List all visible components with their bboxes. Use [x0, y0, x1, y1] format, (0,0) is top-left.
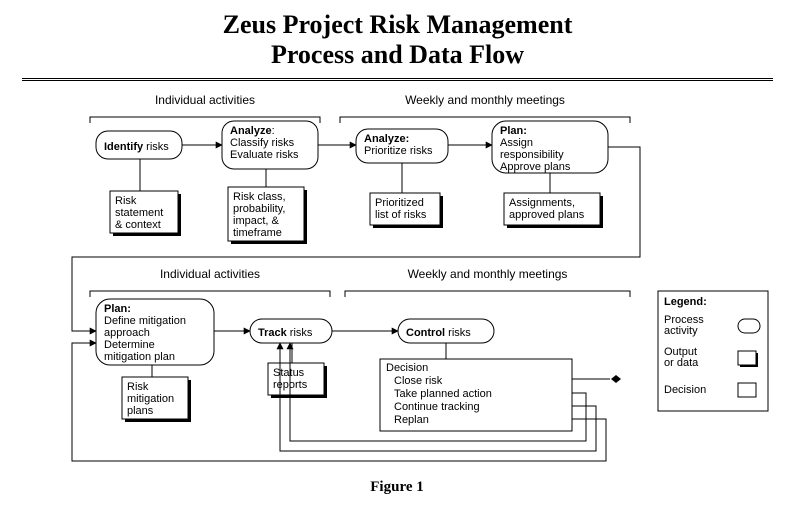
svg-text:Decision: Decision — [386, 362, 428, 374]
svg-text:Individual activities: Individual activities — [160, 267, 260, 281]
page-title: Zeus Project Risk Management Process and… — [0, 0, 795, 70]
svg-text:timeframe: timeframe — [233, 227, 282, 239]
svg-text:responsibility: responsibility — [500, 149, 564, 161]
svg-text:Evaluate risks: Evaluate risks — [230, 149, 299, 161]
svg-text:approach: approach — [104, 327, 150, 339]
svg-text:Status: Status — [273, 367, 305, 379]
svg-text:Determine: Determine — [104, 339, 155, 351]
svg-text:list of risks: list of risks — [375, 209, 427, 221]
svg-text:Define mitigation: Define mitigation — [104, 315, 186, 327]
svg-text:Analyze:: Analyze: — [364, 133, 409, 145]
svg-text:Close risk: Close risk — [394, 375, 443, 387]
svg-text:& context: & context — [115, 219, 161, 231]
title-line2: Process and Data Flow — [271, 40, 524, 69]
svg-text:Assignments,: Assignments, — [509, 197, 575, 209]
svg-text:Take planned action: Take planned action — [394, 388, 492, 400]
svg-text:probability,: probability, — [233, 203, 285, 215]
title-line1: Zeus Project Risk Management — [223, 10, 573, 39]
svg-text:Continue tracking: Continue tracking — [394, 401, 480, 413]
svg-text:Classify risks: Classify risks — [230, 137, 295, 149]
svg-text:activity: activity — [664, 325, 698, 337]
svg-text:Assign: Assign — [500, 137, 533, 149]
flow-diagram: Individual activities Weekly and monthly … — [0, 81, 795, 501]
svg-text:Weekly and monthly meetings: Weekly and monthly meetings — [408, 267, 568, 281]
svg-text:approved plans: approved plans — [509, 209, 585, 221]
svg-text:or data: or data — [664, 357, 699, 369]
svg-text:impact, &: impact, & — [233, 215, 280, 227]
svg-text:Track risks: Track risks — [258, 327, 313, 339]
svg-text:Plan:: Plan: — [500, 125, 527, 137]
svg-text:Replan: Replan — [394, 414, 429, 426]
svg-text:mitigation: mitigation — [127, 393, 174, 405]
svg-text:Prioritize risks: Prioritize risks — [364, 145, 433, 157]
svg-text:Risk: Risk — [115, 195, 137, 207]
svg-text:Risk class,: Risk class, — [233, 191, 286, 203]
svg-text:Analyze:: Analyze: — [230, 125, 275, 137]
svg-text:plans: plans — [127, 405, 154, 417]
svg-text:Weekly and monthly meetings: Weekly and monthly meetings — [405, 93, 565, 107]
svg-text:Risk: Risk — [127, 381, 149, 393]
svg-text:statement: statement — [115, 207, 163, 219]
svg-text:Approve plans: Approve plans — [500, 161, 571, 173]
svg-text:Figure 1: Figure 1 — [370, 479, 423, 495]
svg-text:Decision: Decision — [664, 384, 706, 396]
svg-text:Control risks: Control risks — [406, 327, 471, 339]
svg-text:Prioritized: Prioritized — [375, 197, 424, 209]
svg-text:Identify risks: Identify risks — [104, 141, 169, 153]
svg-text:Legend:: Legend: — [664, 296, 707, 308]
svg-text:Individual activities: Individual activities — [155, 93, 255, 107]
svg-text:mitigation plan: mitigation plan — [104, 351, 175, 363]
svg-text:Plan:: Plan: — [104, 303, 131, 315]
